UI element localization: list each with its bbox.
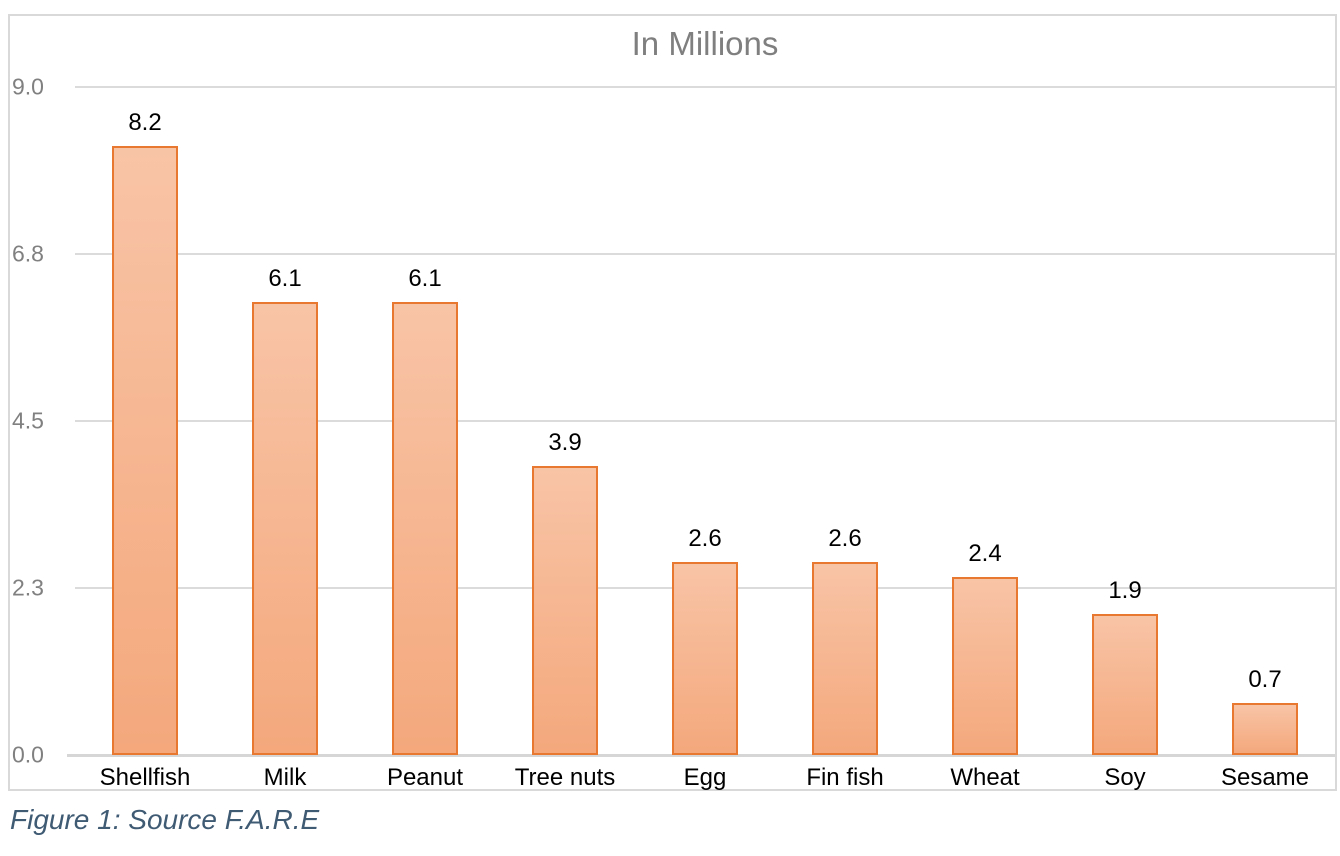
bar-egg [672, 562, 738, 755]
x-axis-category-labels: Shellfish Milk Peanut Tree nuts Egg Fin fish W… [75, 761, 1335, 795]
bar-peanut [392, 302, 458, 755]
bar-sesame [1232, 703, 1298, 755]
bar-value-label: 2.6 [688, 525, 722, 553]
bars-row: 8.2 6.1 6.1 3.9 2.6 2.6 2.4 1.9 0.7 [75, 87, 1335, 755]
bar-tree-nuts [532, 465, 598, 755]
x-axis-label-egg: Egg [683, 764, 727, 791]
bar-value-label: 3.9 [548, 428, 582, 456]
y-axis-tick-label: 9.0 [12, 73, 44, 100]
x-axis-label-milk: Milk [263, 764, 307, 791]
gridline [75, 420, 1335, 422]
figure-caption: Figure 1: Source F.A.R.E [10, 804, 320, 835]
bar-column-tree-nuts: 3.9 [495, 87, 635, 755]
chart-title: In Millions [631, 25, 779, 62]
bar-value-label: 8.2 [128, 109, 162, 137]
x-axis-label-wheat: Wheat [950, 764, 1020, 791]
gridline [75, 253, 1335, 255]
bar-column-egg: 2.6 [635, 87, 775, 755]
bar-column-peanut: 6.1 [355, 87, 495, 755]
bar-value-label: 0.7 [1248, 666, 1282, 694]
x-axis-line [67, 754, 1335, 757]
bar-column-milk: 6.1 [215, 87, 355, 755]
bar-milk [252, 302, 318, 755]
bar-column-sesame: 0.7 [1195, 87, 1335, 755]
x-axis-label-shellfish: Shellfish [99, 764, 191, 791]
chart-area: In Millions 9.0 6.8 4.5 2.3 0.0 8.2 6.1 6.1 3.9… [8, 14, 1337, 791]
plot-area: 8.2 6.1 6.1 3.9 2.6 2.6 2.4 1.9 0.7 [67, 86, 1335, 757]
bar-value-label: 6.1 [408, 265, 442, 293]
y-axis-tick-label: 2.3 [12, 574, 44, 601]
x-axis-label-peanut: Peanut [386, 764, 464, 791]
bar-value-label: 1.9 [1108, 576, 1142, 604]
y-axis-tick-label: 6.8 [12, 240, 44, 267]
bar-shellfish [112, 146, 178, 755]
y-axis-tick-label: 4.5 [12, 407, 44, 434]
bar-column-wheat: 2.4 [915, 87, 1055, 755]
y-axis: 9.0 6.8 4.5 2.3 0.0 [10, 74, 68, 768]
bar-column-soy: 1.9 [1055, 87, 1195, 755]
x-axis-label-tree-nuts: Tree nuts [514, 764, 616, 791]
bar-wheat [952, 576, 1018, 755]
x-axis-label-soy: Soy [1104, 764, 1146, 791]
y-axis-tick-label: 0.0 [12, 741, 44, 768]
bar-column-shellfish: 8.2 [75, 87, 215, 755]
bar-value-label: 6.1 [268, 265, 302, 293]
bar-value-label: 2.4 [968, 539, 1002, 567]
bar-column-fin-fish: 2.6 [775, 87, 915, 755]
gridline [75, 86, 1335, 88]
x-axis-label-sesame: Sesame [1220, 764, 1310, 791]
bar-fin-fish [812, 562, 878, 755]
bar-value-label: 2.6 [828, 525, 862, 553]
bar-soy [1092, 613, 1158, 755]
x-axis-label-fin-fish: Fin fish [806, 764, 884, 791]
